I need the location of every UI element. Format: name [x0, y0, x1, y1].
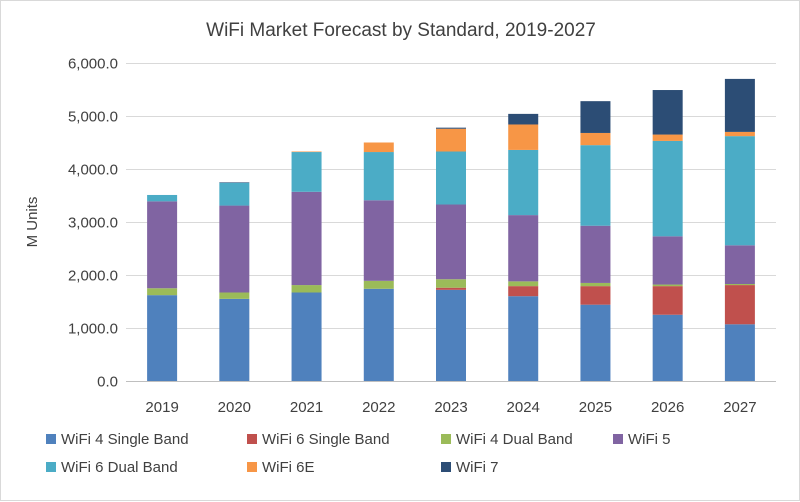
bar-segment [219, 298, 250, 381]
bar-segment [652, 90, 683, 135]
bar-segment [147, 194, 178, 202]
x-tick-label: 2025 [579, 399, 612, 416]
chart-title: WiFi Market Forecast by Standard, 2019-2… [206, 20, 596, 41]
bar-segment [436, 204, 466, 280]
bar-segment [436, 128, 466, 152]
x-tick-label: 2022 [362, 399, 395, 416]
bar-segment [580, 225, 611, 283]
bar-segment [580, 101, 611, 133]
bar-segment [291, 152, 322, 192]
bar-segment [363, 152, 394, 201]
x-tick-label: 2019 [145, 399, 178, 416]
x-tick-label: 2021 [290, 399, 323, 416]
bar-segment [580, 145, 611, 226]
bar-segment [508, 124, 539, 150]
bar-segment [436, 287, 466, 290]
bar-segment [436, 151, 466, 205]
bar-segment [436, 127, 466, 129]
bar-segment [147, 288, 178, 296]
bar-segment [652, 286, 683, 315]
x-tick-label: 2026 [651, 399, 684, 416]
bar-segment [508, 113, 539, 125]
y-axis-title: M Units [24, 197, 41, 248]
bar-segment [363, 200, 394, 281]
bar-segment [652, 314, 683, 381]
bar-segment [291, 151, 322, 153]
bar-segment [580, 304, 611, 381]
bar-segment [724, 78, 755, 132]
y-tick-label: 6,000.0 [68, 56, 118, 73]
y-tick-label: 2,000.0 [68, 268, 118, 285]
legend-label: WiFi 7 [456, 459, 499, 476]
bar-segment [580, 286, 611, 305]
x-tick-label: 2027 [723, 399, 756, 416]
legend-label: WiFi 6 Dual Band [61, 459, 178, 476]
bar-segment [147, 201, 178, 289]
bar-segment [363, 142, 394, 153]
bar-segment [291, 285, 322, 293]
bar-segment [724, 324, 755, 381]
bar-segment [436, 289, 466, 381]
bar-segment [580, 132, 611, 146]
x-tick-label: 2020 [218, 399, 251, 416]
bar-segment [508, 296, 539, 381]
bar-segment [147, 295, 178, 381]
bar-segment [291, 191, 322, 286]
bar-segment [363, 288, 394, 381]
bar-segment [724, 284, 755, 286]
bar-segment [652, 134, 683, 141]
bar-segment [219, 205, 250, 293]
bar-segment [724, 285, 755, 325]
bar-segment [219, 182, 250, 183]
bar-segment [724, 245, 755, 285]
bar-segment [219, 182, 250, 206]
legend-swatch [441, 434, 451, 444]
y-tick-label: 3,000.0 [68, 215, 118, 232]
legend-swatch [441, 462, 451, 472]
bar-segment [219, 292, 250, 299]
legend-label: WiFi 5 [628, 431, 671, 448]
legend-swatch [613, 434, 623, 444]
bar-segment [508, 286, 539, 297]
bar-segment [508, 215, 539, 282]
y-tick-label: 1,000.0 [68, 321, 118, 338]
bar-segment [652, 140, 683, 237]
y-tick-label: 5,000.0 [68, 109, 118, 126]
bar-segment [436, 279, 466, 288]
legend-label: WiFi 6E [262, 459, 315, 476]
bar-segment [724, 136, 755, 246]
legend-swatch [46, 462, 56, 472]
bar-segment [508, 281, 539, 287]
x-axis-ticks: 2019 2020 2021 2022 2023 2024 2025 2026 2027 [145, 399, 756, 416]
bar-segment [652, 236, 683, 285]
y-axis-ticks: 0.0 1,000.0 2,000.0 3,000.0 4,000.0 5,000.0 6,… [68, 56, 118, 391]
x-tick-label: 2023 [434, 399, 467, 416]
bar-segment [580, 282, 611, 287]
legend-label: WiFi 6 Single Band [262, 431, 390, 448]
bars [147, 78, 755, 381]
legend: WiFi 4 Single Band WiFi 6 Single Band WiFi… [46, 431, 671, 476]
bar-segment [508, 149, 539, 216]
legend-swatch [247, 462, 257, 472]
bar-segment [291, 292, 322, 381]
y-tick-label: 4,000.0 [68, 162, 118, 179]
legend-label: WiFi 4 Dual Band [456, 431, 573, 448]
legend-label: WiFi 4 Single Band [61, 431, 189, 448]
legend-swatch [247, 434, 257, 444]
y-tick-label: 0.0 [97, 374, 118, 391]
x-tick-label: 2024 [507, 399, 540, 416]
bar-segment [363, 280, 394, 289]
bar-segment [652, 284, 683, 287]
bar-segment [724, 131, 755, 137]
legend-swatch [46, 434, 56, 444]
